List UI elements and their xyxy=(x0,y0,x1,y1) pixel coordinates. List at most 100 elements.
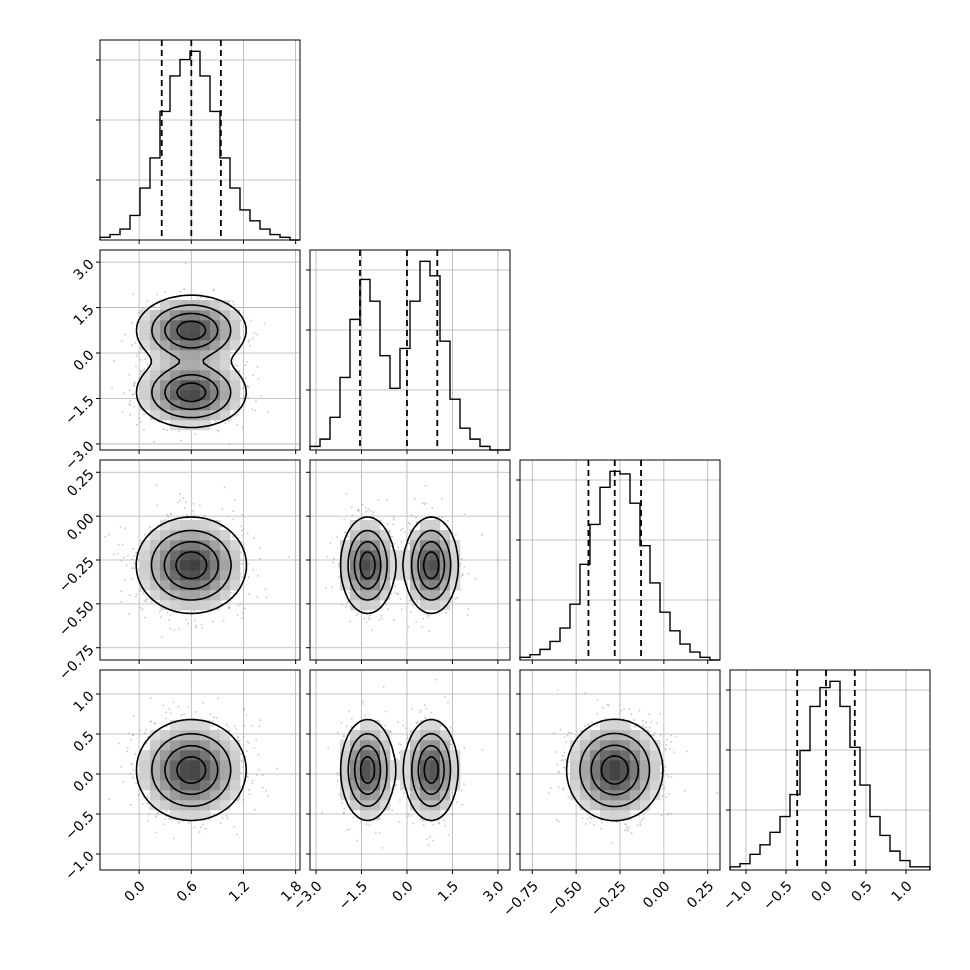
sample-point xyxy=(139,606,142,609)
sample-point xyxy=(350,726,353,728)
sample-point xyxy=(390,545,392,548)
density-cell xyxy=(210,520,221,531)
sample-point xyxy=(361,503,364,506)
sample-point xyxy=(415,600,418,603)
density-cell xyxy=(450,570,461,581)
density-cell xyxy=(200,550,211,561)
contour-line xyxy=(135,294,247,429)
sample-point xyxy=(121,543,124,546)
density-cell xyxy=(210,340,221,351)
sample-point xyxy=(135,365,137,368)
density-cell xyxy=(150,530,161,541)
sample-point xyxy=(367,616,370,619)
density-cell xyxy=(170,380,181,391)
sample-point xyxy=(350,506,353,509)
sample-point xyxy=(146,794,149,797)
density-cell xyxy=(160,730,171,741)
sample-point xyxy=(217,697,220,700)
sample-point xyxy=(235,728,238,731)
sample-point xyxy=(371,629,374,632)
sample-point xyxy=(443,695,446,698)
density-cell xyxy=(190,340,201,351)
sample-point xyxy=(449,726,452,729)
density-cell xyxy=(170,390,181,401)
sample-point xyxy=(128,402,131,405)
sample-point xyxy=(240,562,243,565)
density-cell xyxy=(160,310,171,321)
density-cell xyxy=(370,570,381,581)
density-cell xyxy=(380,540,391,551)
sample-point xyxy=(253,808,256,811)
sample-point xyxy=(431,507,434,509)
density-cell xyxy=(220,310,231,321)
sample-point xyxy=(351,514,354,517)
density-cell xyxy=(410,570,421,581)
sample-point xyxy=(250,319,253,322)
sample-point xyxy=(166,611,169,614)
sample-point xyxy=(135,551,138,554)
sample-point xyxy=(152,440,155,443)
sample-point xyxy=(236,833,238,836)
sample-point xyxy=(146,300,149,303)
sample-point xyxy=(440,725,443,727)
density-cell xyxy=(180,790,191,801)
density-cell xyxy=(160,540,171,551)
density-cell xyxy=(370,590,381,601)
sample-point xyxy=(214,420,217,423)
sample-point xyxy=(133,562,136,565)
sample-point xyxy=(197,297,199,300)
density-cell xyxy=(410,550,421,561)
density-cell xyxy=(170,750,181,761)
sample-point xyxy=(122,780,125,783)
sample-point xyxy=(104,535,107,538)
density-cell xyxy=(190,730,201,741)
density-cell xyxy=(200,740,211,751)
sample-point xyxy=(240,534,243,537)
sample-point xyxy=(211,725,214,727)
sample-point xyxy=(463,566,466,568)
sample-point xyxy=(146,736,149,738)
sample-point xyxy=(423,503,426,506)
density-cell xyxy=(140,540,151,551)
density-cell xyxy=(370,520,381,531)
density-cell xyxy=(170,720,181,731)
density-cell xyxy=(210,330,221,341)
axes-frame xyxy=(99,39,301,241)
density-cell xyxy=(160,600,171,611)
sample-point xyxy=(460,558,463,561)
sample-point xyxy=(192,510,195,512)
density-cell xyxy=(380,550,391,561)
density-cell xyxy=(160,740,171,751)
sample-point xyxy=(397,743,400,745)
density-cell xyxy=(180,340,191,351)
density-cell xyxy=(200,730,211,741)
sample-point xyxy=(236,423,238,426)
density-cell xyxy=(160,790,171,801)
sample-point xyxy=(431,839,434,842)
sample-point xyxy=(246,740,249,743)
sample-point xyxy=(178,627,181,630)
sample-point xyxy=(451,795,454,798)
sample-point xyxy=(199,504,201,507)
sample-point xyxy=(135,595,137,598)
density-cell xyxy=(210,370,221,381)
density-cell xyxy=(160,360,171,371)
density-cell xyxy=(180,810,191,821)
sample-point xyxy=(132,392,135,395)
sample-point xyxy=(129,804,132,806)
density-cell xyxy=(220,550,231,561)
density-cell xyxy=(360,570,371,581)
sample-point xyxy=(327,746,330,749)
sample-point xyxy=(234,725,237,728)
sample-point xyxy=(415,721,418,724)
sample-point xyxy=(459,588,462,591)
sample-point xyxy=(135,423,138,426)
sample-point xyxy=(139,421,142,423)
sample-point xyxy=(427,843,430,846)
density-cell xyxy=(440,530,451,541)
density-cell xyxy=(200,320,211,331)
density-cell xyxy=(190,720,201,731)
density-cell xyxy=(210,760,221,771)
sample-point xyxy=(385,603,387,606)
